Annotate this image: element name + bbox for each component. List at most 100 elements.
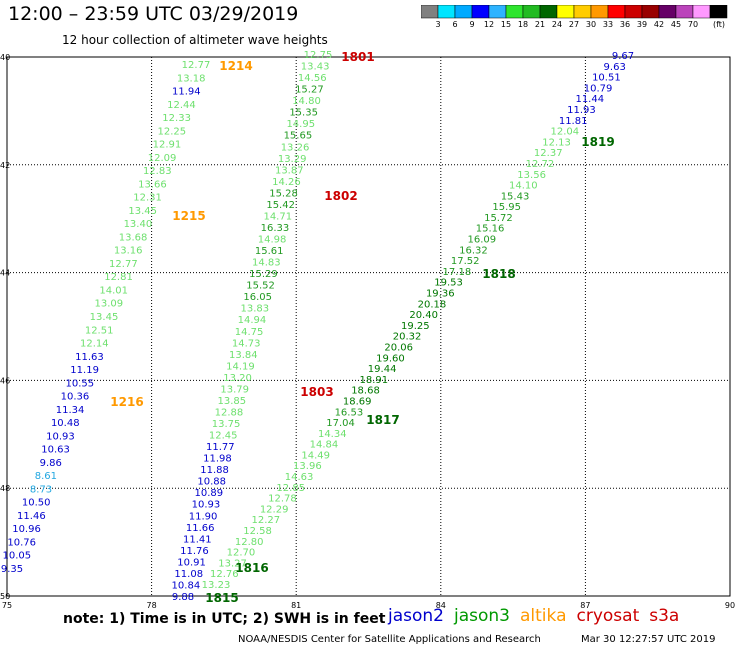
legend-jason2: jason2: [388, 606, 444, 626]
lon-label: 75: [2, 601, 12, 610]
wave-height-value: 13.26: [281, 142, 310, 153]
wave-height-value: 15.42: [266, 200, 295, 211]
wave-height-value: 12.80: [235, 537, 264, 548]
wave-height-value: 13.66: [138, 179, 167, 190]
wave-height-value: 13.45: [90, 312, 119, 323]
wave-height-value: 11.77: [206, 442, 235, 453]
wave-height-value: 12.44: [167, 100, 196, 111]
wave-height-value: 13.29: [278, 154, 307, 165]
wave-height-value: 10.63: [41, 445, 70, 456]
legend-s3a: s3a: [649, 606, 680, 626]
wave-height-value: 19.60: [376, 353, 405, 364]
wave-height-value: 11.94: [172, 87, 201, 98]
wave-height-value: 13.79: [220, 384, 249, 395]
wave-height-value: 11.66: [186, 523, 215, 534]
wave-height-value: 9.63: [604, 62, 626, 73]
wave-height-value: 14.83: [252, 258, 281, 269]
wave-height-value: 16.33: [261, 223, 290, 234]
wave-height-value: 11.76: [180, 546, 209, 557]
wave-height-value: 10.96: [12, 524, 41, 535]
wave-height-value: 13.85: [218, 396, 247, 407]
wave-height-value: 16.32: [459, 245, 488, 256]
wave-height-value: 13.83: [240, 304, 269, 315]
pass-number-label: 1803: [300, 385, 333, 399]
wave-height-value: 14.19: [226, 361, 255, 372]
wave-height-value: 10.50: [22, 498, 51, 509]
wave-height-value: 11.93: [567, 105, 596, 116]
wave-height-value: 12.77: [109, 259, 138, 270]
wave-height-value: 14.95: [286, 119, 315, 130]
wave-height-value: 13.96: [293, 461, 322, 472]
credit-line: NOAA/NESDIS Center for Satellite Applica…: [238, 634, 541, 645]
colorbar: [421, 5, 728, 19]
wave-height-value: 10.84: [172, 580, 201, 591]
lat-label: 42: [0, 161, 10, 170]
wave-height-value: 12.58: [243, 526, 272, 537]
colorbar-label: 42: [653, 20, 665, 29]
wave-height-value: 14.71: [263, 211, 292, 222]
wave-height-value: 13.09: [95, 299, 124, 310]
map-subtitle: 12 hour collection of altimeter wave hei…: [62, 33, 328, 47]
wave-height-value: 15.35: [289, 108, 318, 119]
wave-height-value: 12.88: [215, 407, 244, 418]
wave-height-value: 13.23: [202, 580, 231, 591]
colorbar-label: 24: [551, 20, 563, 29]
colorbar-label: 27: [568, 20, 580, 29]
colorbar-label: 3: [435, 20, 441, 29]
wave-height-value: 12.75: [304, 50, 333, 61]
wave-height-value: 12.78: [268, 494, 297, 505]
wave-height-value: 17.04: [326, 418, 355, 429]
wave-height-value: 20.40: [409, 310, 438, 321]
wave-height-value: 12.51: [85, 325, 114, 336]
wave-height-value: 8.73: [30, 484, 52, 495]
wave-height-value: 12.72: [526, 159, 555, 170]
colorbar-label: 30: [585, 20, 597, 29]
colorbar-label: 21: [534, 20, 546, 29]
wave-height-value: 10.93: [192, 500, 221, 511]
wave-height-value: 19.44: [368, 364, 397, 375]
lon-label: 87: [580, 601, 590, 610]
wave-height-value: 9.67: [612, 51, 634, 62]
wave-height-value: 12.45: [209, 431, 238, 442]
wave-height-value: 18.68: [351, 386, 380, 397]
wave-height-value: 11.41: [183, 534, 212, 545]
colorbar-label: 70: [687, 20, 699, 29]
wave-height-value: 14.10: [509, 181, 538, 192]
wave-height-value: 15.65: [284, 131, 313, 142]
wave-height-value: 15.52: [246, 281, 275, 292]
colorbar-label: 18: [517, 20, 529, 29]
wave-height-value: 12.83: [143, 166, 172, 177]
wave-height-value: 15.61: [255, 246, 284, 257]
wave-height-value: 11.19: [70, 365, 99, 376]
wave-height-value: 14.84: [310, 440, 339, 451]
wave-height-value: 14.75: [235, 327, 264, 338]
lon-label: 84: [436, 601, 446, 610]
pass-number-label: 1816: [235, 561, 268, 575]
wave-height-value: 12.14: [80, 339, 109, 350]
wave-height-value: 12.25: [157, 126, 186, 137]
lat-label: 50: [0, 592, 10, 601]
lat-label: 46: [0, 376, 10, 385]
wave-height-value: 10.93: [46, 431, 75, 442]
wave-height-value: 14.73: [232, 338, 261, 349]
colorbar-label: 12: [483, 20, 495, 29]
legend-jason3: jason3: [454, 606, 510, 626]
satellite-legend: jason2 jason3 altika cryosat s3a: [388, 606, 689, 626]
wave-height-value: 10.05: [3, 551, 32, 562]
wave-height-value: 11.88: [200, 465, 229, 476]
wave-height-value: 15.95: [492, 202, 521, 213]
wave-height-value: 20.18: [418, 299, 447, 310]
map-frame: [6, 56, 731, 597]
lon-label: 90: [725, 601, 735, 610]
wave-height-value: 14.80: [292, 96, 321, 107]
wave-height-value: 16.09: [467, 235, 496, 246]
wave-height-value: 18.69: [343, 396, 372, 407]
wave-height-value: 15.72: [484, 213, 513, 224]
colorbar-label: 15: [500, 20, 512, 29]
wave-height-value: 13.68: [119, 232, 148, 243]
wave-height-value: 10.51: [592, 73, 621, 84]
wave-height-value: 12.91: [153, 140, 182, 151]
wave-height-value: 16.53: [335, 407, 364, 418]
pass-number-label: 1214: [219, 59, 252, 73]
wave-height-value: 8.61: [35, 471, 57, 482]
